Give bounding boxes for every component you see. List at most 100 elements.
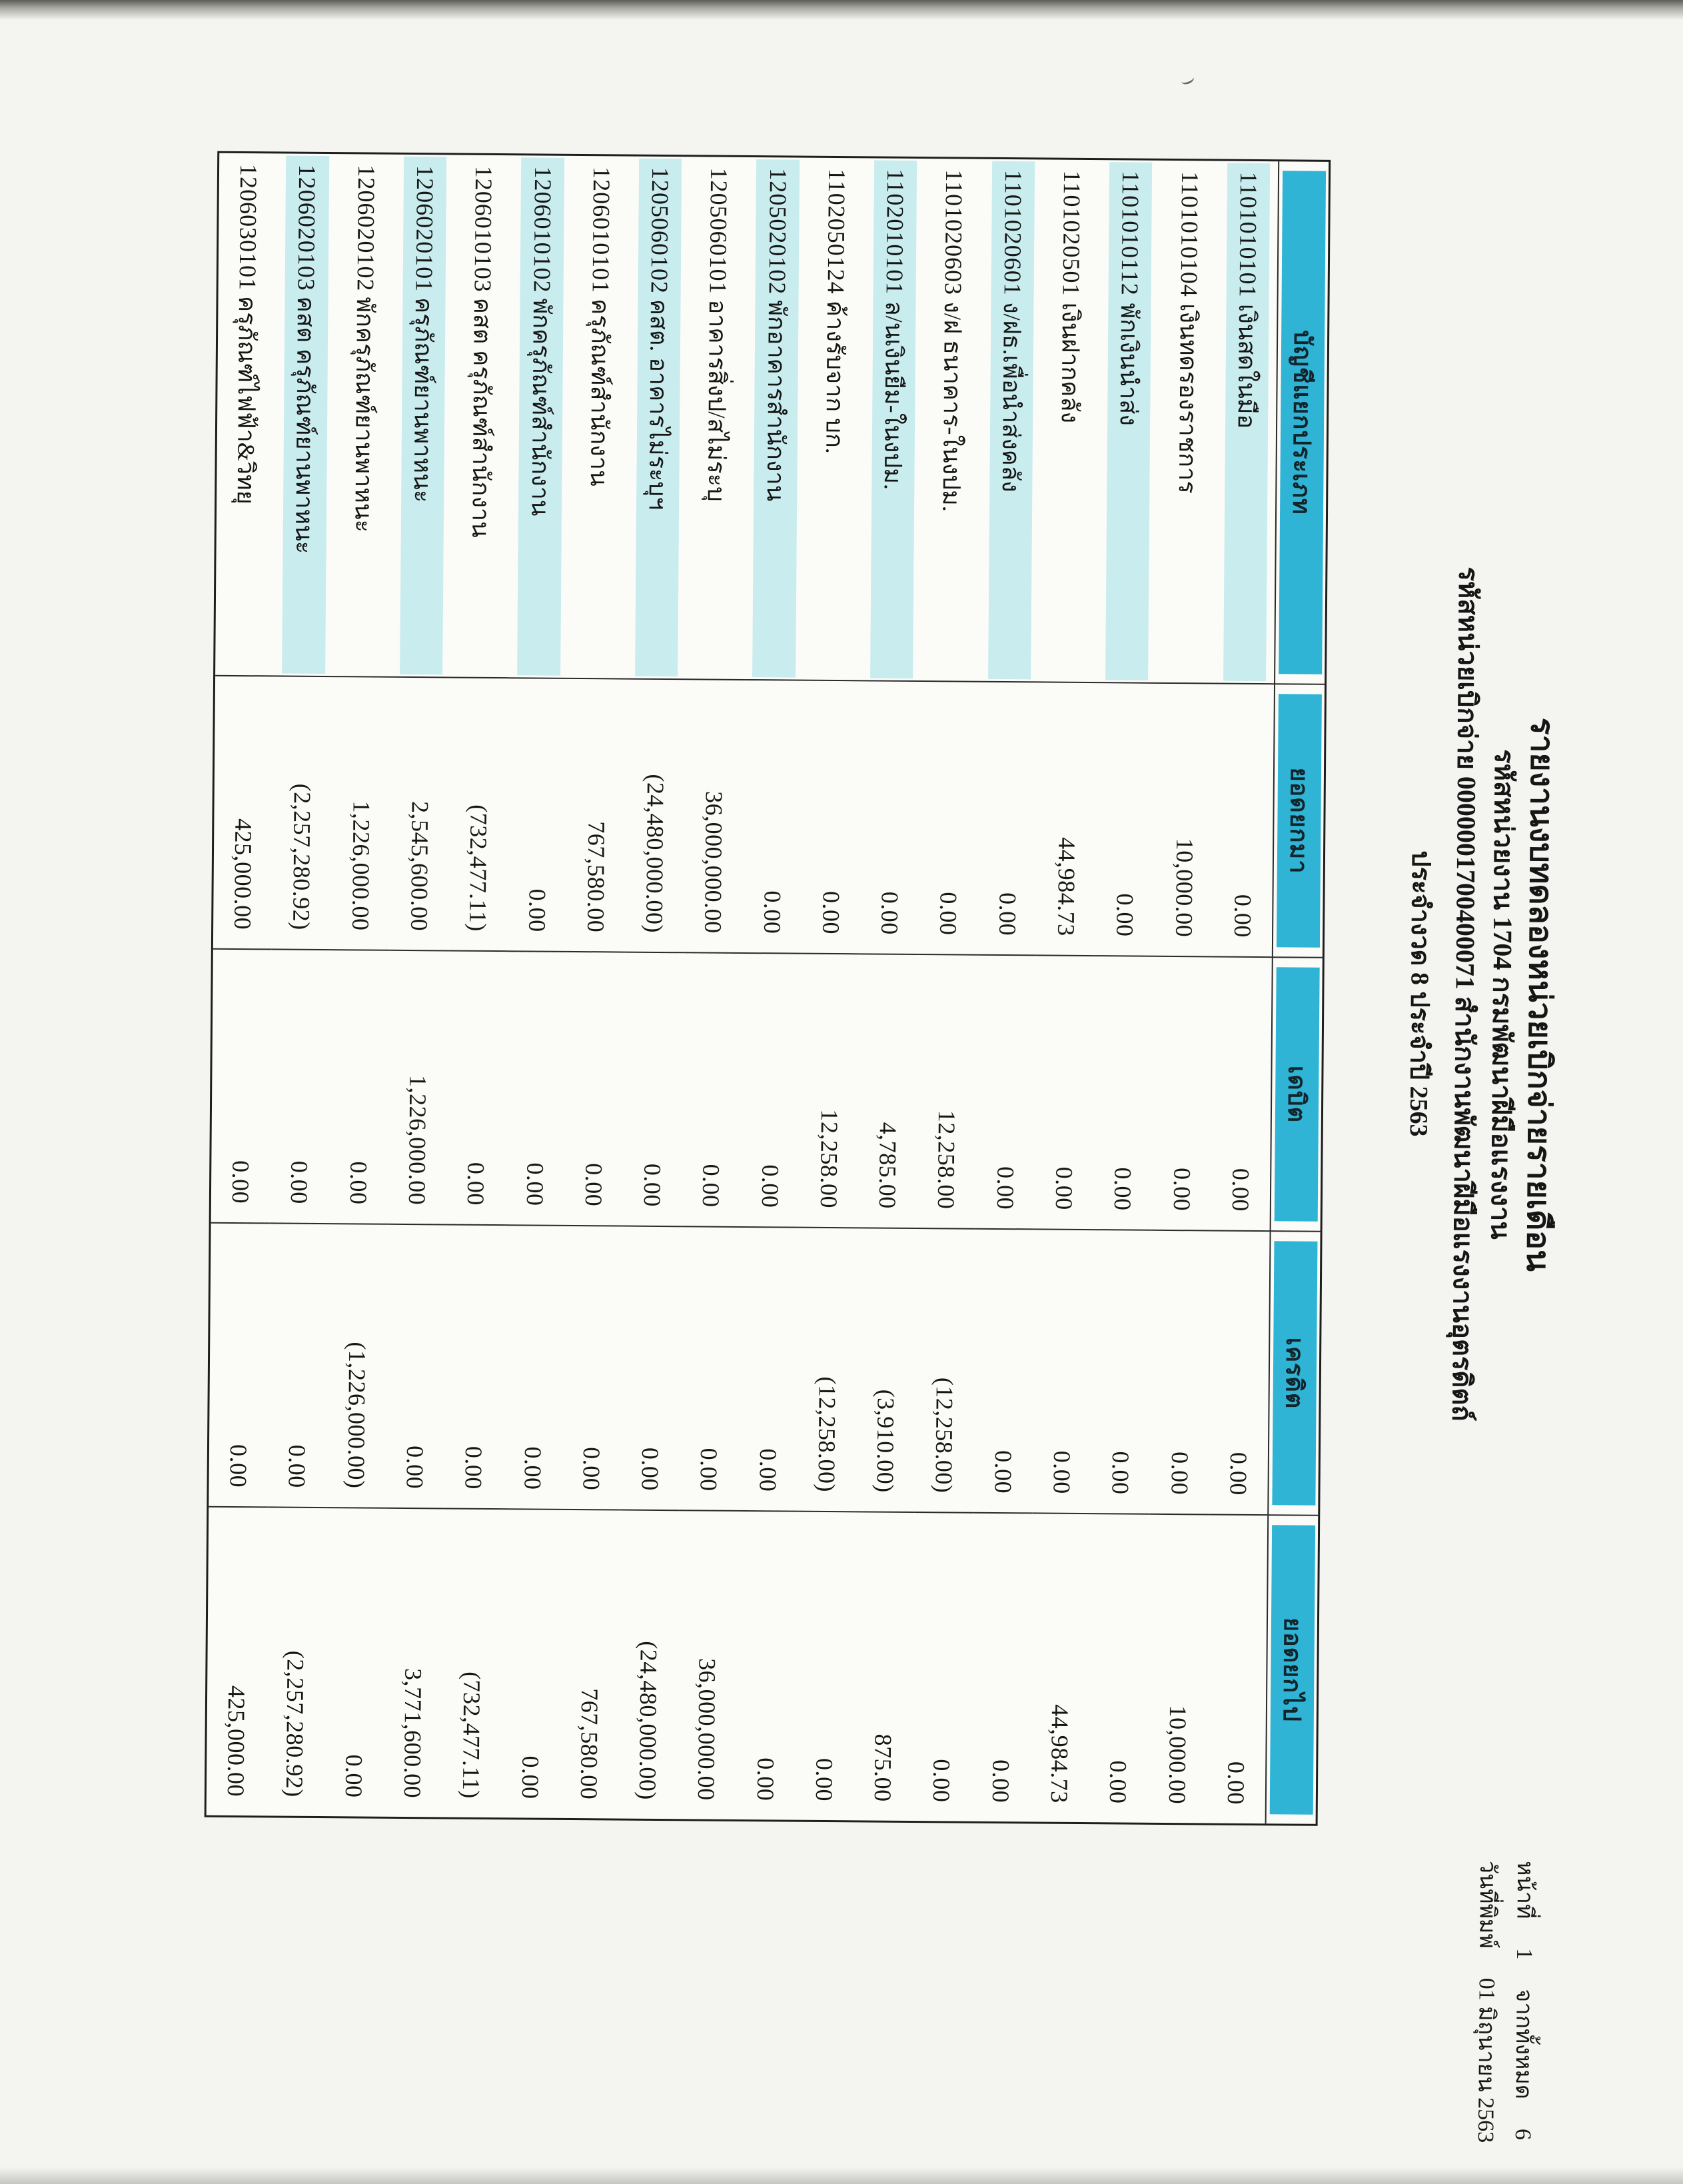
scan-edge-shadow-bottom	[0, 2167, 1683, 2184]
debit-amount: 0.00	[564, 952, 625, 1227]
account-code: 1205020102	[764, 168, 792, 295]
account-cell: 1101010104 เงินทดรองราชการ	[1156, 160, 1219, 684]
page-of-label: จากทั้งหมด	[1510, 1989, 1536, 2100]
opening-balance: 0.00	[859, 681, 921, 956]
opening-balance: 425,000.00	[213, 676, 275, 950]
closing-balance: 0.00	[928, 1759, 955, 1803]
account-code: 1206020101	[410, 165, 439, 293]
account-name: ครุภัณฑ์ไฟฟ้า&วิทยุ	[232, 295, 261, 505]
opening-balance: 10,000.00	[1154, 683, 1215, 958]
account-name: ง/ฝ ธนาคาร-ในงปม.	[938, 301, 967, 513]
credit-amount: 0.00	[620, 1226, 682, 1512]
column-header-2: ยอดยกมา	[1271, 684, 1325, 958]
account-code: 1101010101	[1234, 171, 1262, 298]
credit-amount: 0.00	[1032, 1230, 1093, 1515]
account-name: เงินทดรองราชการ	[1173, 303, 1202, 494]
closing-balance: 425,000.00	[223, 1685, 251, 1797]
credit-amount: 0.00	[561, 1226, 623, 1511]
opening-balance: 2,545,600.00	[389, 677, 451, 952]
account-code: 1101020603	[940, 169, 968, 296]
account-cell: 1101020601 ง/ฝธ.เพื่อนำส่งคลัง	[979, 159, 1043, 683]
account-code: 1206010101	[587, 167, 615, 294]
account-name: ล/นเงินยืม-ในงปม.	[879, 301, 908, 491]
column-header-label: ยอดยกมา	[1276, 694, 1322, 948]
closing-balance: 0.00	[1105, 1760, 1132, 1804]
debit-amount: 12,258.00	[916, 955, 978, 1230]
account-code: 1206020102	[352, 165, 380, 292]
closing-balance: 0.00	[810, 1757, 838, 1802]
page-number: 1	[1512, 1948, 1537, 1960]
account-cell: 1101020501 เงินฝากคลัง	[1038, 159, 1102, 684]
debit-amount: 0.00	[622, 952, 684, 1228]
account-name: คสต ครุภัณฑ์ยานพาหนะ	[290, 296, 320, 554]
page-label: หน้าที่	[1512, 1861, 1538, 1919]
debit-amount: 12,258.00	[799, 954, 860, 1229]
account-code: 1206010103	[469, 165, 498, 293]
closing-balance: 3,771,600.00	[398, 1667, 427, 1799]
debit-amount: 0.00	[681, 953, 743, 1228]
opening-balance: 0.00	[977, 682, 1039, 956]
page-meta: หน้าที่ 1 จากทั้งหมด 6 วันที่พิมพ์ 01 มิ…	[1466, 1861, 1543, 2143]
opening-balance: 0.00	[742, 680, 804, 954]
credit-amount: 0.00	[738, 1227, 800, 1512]
closing-balance: (732,477.11)	[458, 1671, 486, 1799]
closing-balance: 0.00	[340, 1754, 368, 1798]
account-cell: 1101010101 เงินสดในมือ	[1215, 161, 1279, 685]
opening-balance: 0.00	[1213, 684, 1275, 958]
opening-balance: (2,257,280.92)	[272, 676, 333, 951]
credit-amount: 0.00	[444, 1225, 506, 1510]
print-date: 01 มิถุนายน 2563	[1472, 1977, 1499, 2143]
print-date-line: วันที่พิมพ์ 01 มิถุนายน 2563	[1466, 1861, 1506, 2143]
account-cell: 1101010112 พักเงินนำส่ง	[1097, 160, 1161, 684]
debit-amount: 0.00	[505, 952, 566, 1226]
column-header-label: เครดิต	[1272, 1241, 1318, 1506]
account-name: คสต. อาคารไม่ระบุฯ	[644, 299, 673, 511]
account-cell: 1206010102 พักครุภัณฑ์สำนักงาน	[509, 155, 572, 679]
print-date-label: วันที่พิมพ์	[1474, 1860, 1500, 1949]
column-header-label: ยอดยกไป	[1269, 1525, 1316, 1815]
account-code: 1205060102	[646, 167, 674, 295]
opening-balance: 0.00	[801, 680, 863, 955]
account-name: ครุภัณฑ์ยานพาหนะ	[408, 297, 438, 503]
account-name: เงินสดในมือ	[1233, 303, 1261, 429]
account-name: คสต ครุภัณฑ์สำนักงาน	[467, 297, 496, 538]
opening-balance: 1,226,000.00	[330, 677, 392, 951]
account-code: 1101020501	[1057, 170, 1086, 297]
account-cell: 1206020101 ครุภัณฑ์ยานพาหนะ	[391, 154, 455, 678]
total-pages: 6	[1510, 2128, 1536, 2141]
opening-balance: (24,480,000.00)	[624, 679, 686, 954]
column-header-1: บัญชีแยกประเภท	[1274, 161, 1329, 685]
account-name: พักครุภัณฑ์ยานพาหนะ	[349, 297, 378, 533]
credit-amount: 0.00	[1149, 1230, 1211, 1516]
closing-balance: 0.00	[987, 1759, 1015, 1803]
credit-amount: (12,258.00)	[914, 1229, 976, 1514]
debit-amount: 0.00	[1211, 957, 1272, 1232]
debit-amount: 0.00	[211, 949, 273, 1224]
account-cell: 1205060102 คสต. อาคารไม่ระบุฯ	[627, 156, 690, 680]
account-name: เงินฝากคลัง	[1056, 302, 1085, 424]
closing-balance: 767,580.00	[575, 1688, 603, 1800]
page-number-line: หน้าที่ 1 จากทั้งหมด 6	[1504, 1861, 1543, 2143]
column-header-label: บัญชีแยกประเภท	[1279, 171, 1327, 674]
debit-amount: 0.00	[1152, 956, 1213, 1232]
account-code: 1205060101	[704, 167, 733, 295]
credit-amount: 0.00	[209, 1223, 270, 1508]
debit-amount: 0.00	[446, 951, 508, 1226]
debit-amount: 0.00	[1093, 956, 1155, 1231]
closing-balance: 0.00	[1222, 1761, 1250, 1805]
account-code: 1102050124	[822, 168, 851, 295]
credit-amount: 0.00	[385, 1224, 446, 1510]
account-name: พักอาคารสำนักงาน	[762, 300, 790, 502]
credit-amount: (1,226,000.00)	[326, 1224, 388, 1509]
account-code: 1206010102	[528, 166, 556, 293]
credit-amount: 0.00	[1091, 1230, 1153, 1515]
closing-balance: (24,480,000.00)	[634, 1641, 662, 1801]
account-name: ค้างรับจาก บก.	[821, 300, 849, 455]
account-cell: 1206010103 คสต ครุภัณฑ์สำนักงาน	[450, 155, 514, 679]
debit-amount: 0.00	[740, 953, 802, 1228]
opening-balance: 0.00	[1095, 683, 1157, 957]
debit-amount: 1,226,000.00	[387, 950, 448, 1226]
account-cell: 1206010101 ครุภัณฑ์สำนักงาน	[568, 155, 632, 680]
credit-amount: 0.00	[973, 1229, 1035, 1514]
